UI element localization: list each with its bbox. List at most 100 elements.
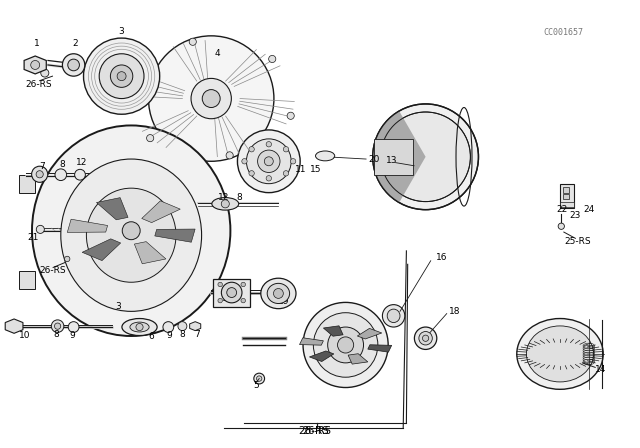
Circle shape xyxy=(54,323,61,329)
Text: 7: 7 xyxy=(39,162,44,171)
Circle shape xyxy=(291,159,296,164)
Circle shape xyxy=(249,171,254,176)
Text: 11: 11 xyxy=(295,165,307,174)
Polygon shape xyxy=(5,319,23,333)
Text: 15: 15 xyxy=(310,165,322,174)
Polygon shape xyxy=(309,351,334,362)
Circle shape xyxy=(303,302,388,388)
Circle shape xyxy=(202,90,220,108)
Circle shape xyxy=(65,256,70,262)
Polygon shape xyxy=(155,229,195,242)
Ellipse shape xyxy=(316,151,335,161)
Ellipse shape xyxy=(387,309,400,323)
Bar xyxy=(19,175,35,193)
Circle shape xyxy=(163,322,173,332)
Text: 3: 3 xyxy=(116,302,121,311)
Bar xyxy=(560,202,574,207)
Text: 5: 5 xyxy=(253,381,259,390)
Circle shape xyxy=(273,289,284,298)
Bar xyxy=(374,139,413,175)
Circle shape xyxy=(241,282,246,287)
Text: 19: 19 xyxy=(278,297,289,306)
Circle shape xyxy=(99,54,144,99)
Circle shape xyxy=(266,176,271,181)
Ellipse shape xyxy=(268,284,289,304)
Ellipse shape xyxy=(61,159,202,311)
Circle shape xyxy=(218,282,223,287)
Circle shape xyxy=(55,169,67,181)
Circle shape xyxy=(147,134,154,142)
Circle shape xyxy=(249,146,254,152)
Circle shape xyxy=(254,373,264,384)
Circle shape xyxy=(242,159,247,164)
Text: 26-RS: 26-RS xyxy=(25,80,52,89)
Text: 20: 20 xyxy=(368,155,380,164)
Circle shape xyxy=(36,171,44,178)
Circle shape xyxy=(257,376,262,381)
Circle shape xyxy=(68,322,79,332)
Circle shape xyxy=(189,38,196,45)
Bar xyxy=(560,184,574,208)
Circle shape xyxy=(31,166,48,182)
Text: 14: 14 xyxy=(595,365,606,374)
Text: 10: 10 xyxy=(19,331,30,340)
Circle shape xyxy=(284,146,289,152)
Circle shape xyxy=(337,337,354,353)
Circle shape xyxy=(221,282,242,303)
Circle shape xyxy=(31,60,40,69)
Text: 12: 12 xyxy=(218,193,230,202)
Circle shape xyxy=(68,59,79,71)
Text: 9: 9 xyxy=(70,331,75,340)
Circle shape xyxy=(75,169,85,180)
Text: 21: 21 xyxy=(28,233,39,242)
Circle shape xyxy=(110,65,133,87)
Text: 24: 24 xyxy=(584,205,595,214)
Ellipse shape xyxy=(86,188,176,282)
Text: 7: 7 xyxy=(195,330,200,339)
Text: 13: 13 xyxy=(386,156,397,165)
Circle shape xyxy=(269,56,276,63)
Text: 18: 18 xyxy=(449,307,460,316)
Circle shape xyxy=(314,313,378,377)
Text: CC001657: CC001657 xyxy=(543,28,583,37)
Text: 8: 8 xyxy=(60,160,65,169)
Circle shape xyxy=(372,104,479,210)
Ellipse shape xyxy=(212,198,239,210)
Circle shape xyxy=(381,112,470,202)
Circle shape xyxy=(328,327,364,363)
Circle shape xyxy=(128,78,135,85)
Circle shape xyxy=(258,150,280,172)
Text: 4: 4 xyxy=(215,49,220,58)
Text: 9: 9 xyxy=(167,331,172,340)
Text: 26-RS: 26-RS xyxy=(302,426,332,436)
Polygon shape xyxy=(189,322,201,331)
Bar xyxy=(563,194,569,199)
Text: 6: 6 xyxy=(149,332,154,341)
Circle shape xyxy=(178,322,187,331)
Ellipse shape xyxy=(122,319,157,336)
Circle shape xyxy=(246,139,291,184)
Text: 16: 16 xyxy=(436,253,447,262)
Text: 8: 8 xyxy=(180,330,185,339)
Polygon shape xyxy=(348,354,368,364)
Ellipse shape xyxy=(383,305,405,327)
Text: 12: 12 xyxy=(76,158,88,167)
Text: 26-RS: 26-RS xyxy=(40,266,67,275)
Circle shape xyxy=(41,69,49,77)
Circle shape xyxy=(415,327,437,349)
Ellipse shape xyxy=(130,322,149,332)
Polygon shape xyxy=(82,239,121,261)
Text: 23: 23 xyxy=(569,211,580,220)
Text: 25-RS: 25-RS xyxy=(564,237,591,246)
Circle shape xyxy=(558,223,564,229)
Polygon shape xyxy=(300,338,323,345)
Text: 8: 8 xyxy=(237,193,242,202)
Bar xyxy=(563,187,569,193)
Circle shape xyxy=(122,222,140,240)
Circle shape xyxy=(148,36,274,161)
Polygon shape xyxy=(67,219,108,233)
Bar xyxy=(213,279,250,307)
Circle shape xyxy=(264,157,273,166)
Text: 3: 3 xyxy=(119,27,124,36)
Circle shape xyxy=(136,323,143,331)
